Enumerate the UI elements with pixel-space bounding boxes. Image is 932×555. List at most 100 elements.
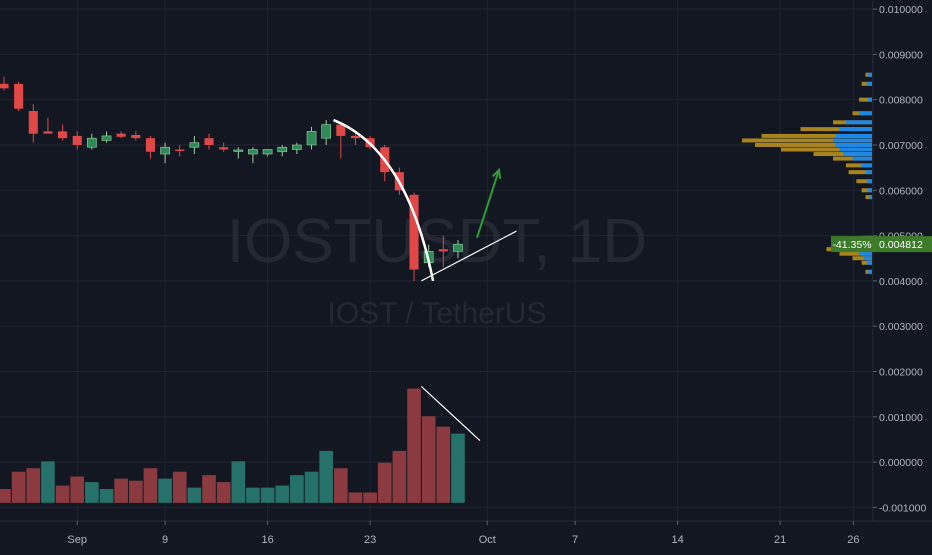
volume-bar	[421, 416, 436, 503]
volume-bars	[0, 388, 465, 503]
volume-profile-bar	[861, 188, 872, 193]
volume-bar	[377, 462, 392, 503]
candle-body	[145, 138, 155, 152]
price-tick-label: 0.003000	[879, 321, 923, 333]
volume-bar	[143, 468, 158, 503]
last-price-label: 0.004812	[879, 239, 923, 251]
price-tick-label: -0.001000	[879, 502, 926, 514]
volume-profile-bar	[868, 72, 872, 77]
candle-body	[131, 135, 141, 139]
candle-body	[219, 147, 229, 150]
candle	[189, 135, 200, 155]
candle-body	[116, 133, 126, 137]
candle-body	[248, 149, 258, 155]
volume-bar	[304, 471, 319, 503]
candle-body	[292, 144, 302, 150]
drawing-trend-line	[421, 230, 517, 282]
volume-bar	[11, 471, 26, 503]
volume-profile-bar	[859, 97, 872, 102]
candle-body	[175, 149, 185, 152]
candle-body	[43, 131, 53, 134]
volume-profile-bar	[781, 147, 872, 152]
volume-profile-bar	[848, 170, 872, 175]
candle-body	[336, 124, 346, 136]
volume-profile-bar	[846, 120, 872, 125]
time-tick-label: 21	[774, 534, 786, 546]
volume-bar	[41, 461, 55, 503]
annotations	[333, 118, 517, 441]
volume-bar	[246, 487, 260, 503]
candle	[350, 131, 360, 145]
volume-profile-bar	[859, 111, 872, 116]
price-axis-background	[873, 0, 932, 550]
volume-profile-bar	[869, 195, 872, 200]
price-tick-label: 0.010000	[879, 4, 923, 16]
volume-profile-bar	[865, 195, 872, 200]
volume-bar	[436, 426, 451, 503]
volume-bar	[451, 433, 465, 503]
candle	[160, 142, 170, 164]
candle-body	[101, 135, 112, 141]
price-tick-label: 0.001000	[879, 412, 923, 424]
volume-bar	[407, 388, 421, 503]
candle-body	[233, 149, 244, 152]
price-tick-label: 0.004000	[879, 276, 923, 288]
drawing-arrow-shaft	[476, 169, 500, 239]
price-tick-label: 0.000000	[879, 457, 923, 469]
volume-profile-bar	[859, 251, 872, 256]
candle	[248, 147, 258, 164]
drawing-curve	[333, 118, 435, 282]
candle-body	[72, 135, 82, 145]
price-axis[interactable]: 0.010000 0.009000 0.008000 0.007000 0.006000…	[831, 0, 932, 550]
drawing-arrow-head	[492, 167, 502, 179]
candle-body	[189, 142, 200, 148]
time-tick-label: 16	[261, 534, 273, 546]
candle	[336, 122, 346, 159]
time-axis[interactable]: Sep 9 16 23 Oct 7 14 21 26	[0, 520, 932, 550]
candle	[438, 235, 448, 268]
time-tick-label: 14	[672, 534, 684, 546]
candle	[116, 131, 126, 139]
watermark-description: IOST / TetherUS	[328, 297, 547, 330]
volume-bar	[172, 471, 187, 503]
volume-profile-bar	[839, 251, 872, 256]
time-tick-label: 23	[364, 534, 376, 546]
volume-bar	[260, 487, 275, 503]
volume-bar	[187, 487, 202, 503]
volume-bar	[128, 480, 143, 503]
candle	[321, 120, 332, 145]
candle	[14, 81, 24, 111]
volume-bar	[26, 468, 41, 503]
volume-bar	[231, 461, 246, 503]
candle-body	[262, 149, 273, 155]
volume-profile-bar	[868, 188, 872, 193]
price-change-label: -41.35%	[832, 239, 871, 251]
volume-profile-bar	[761, 133, 872, 138]
drawing-volume-line	[420, 386, 481, 441]
price-change-badge	[831, 236, 873, 253]
volume-profile-bar	[856, 179, 872, 184]
volume-profile-bar	[865, 170, 872, 175]
candle	[409, 192, 419, 281]
candle-body	[277, 146, 288, 153]
volume-profile-bar	[755, 142, 872, 147]
candle	[292, 142, 302, 155]
candle-body	[0, 83, 9, 89]
last-price-badge	[873, 236, 932, 253]
candle	[277, 144, 288, 157]
volume-bar	[216, 482, 231, 503]
volume-bar	[55, 485, 70, 503]
price-tick-label: 0.002000	[879, 366, 923, 378]
volume-profile-bar	[833, 138, 872, 143]
candle-body	[409, 194, 419, 270]
volume-bar	[290, 475, 304, 503]
volume-profile-bar	[835, 142, 872, 147]
volume-profile-bar	[866, 179, 872, 184]
candle-body	[350, 135, 360, 139]
candle-body	[306, 131, 317, 146]
volume-bar	[99, 489, 114, 503]
candle	[175, 144, 185, 157]
volume-profile-bar	[843, 152, 872, 157]
